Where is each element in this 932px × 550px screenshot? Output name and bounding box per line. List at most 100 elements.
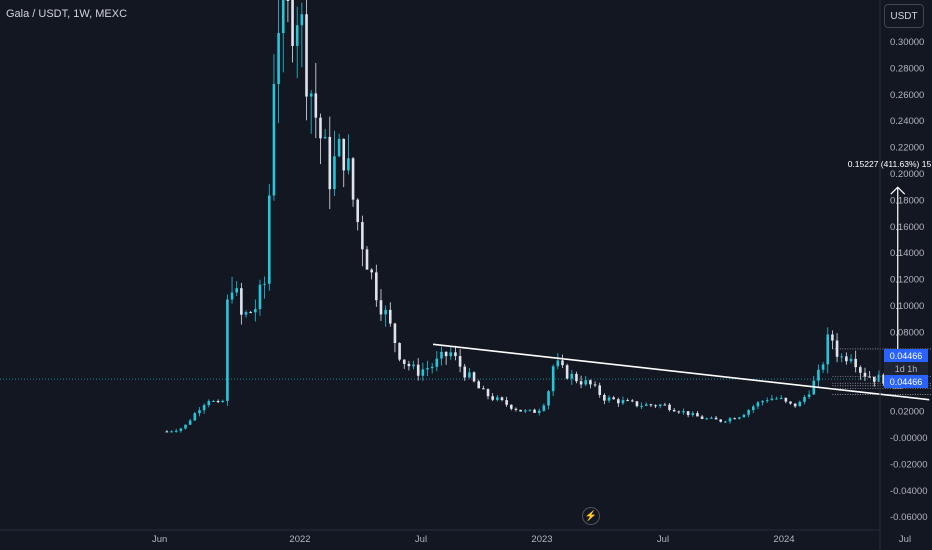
y-tick-label: 0.30000 <box>890 37 924 48</box>
candle-body <box>286 0 290 1</box>
candle-body <box>426 368 429 370</box>
candle-body <box>430 366 434 369</box>
candle-body <box>361 222 364 250</box>
candle-body <box>505 400 508 405</box>
candle-body <box>649 404 653 406</box>
measure-arrow-head[interactable] <box>890 186 906 195</box>
y-tick-label: 0.20000 <box>890 169 924 180</box>
trendline[interactable] <box>433 343 930 401</box>
candle-body <box>803 396 806 402</box>
measure-label: 0.15227 (411.63%) 15,227 <box>848 159 932 169</box>
candle-body <box>305 14 308 97</box>
candle-body <box>170 431 173 433</box>
x-tick-label: 2022 <box>289 534 310 545</box>
candle-body <box>398 342 401 360</box>
candle-body <box>235 288 239 293</box>
symbol-title: Gala / USDT, 1W, MEXC <box>6 8 128 20</box>
candle-body <box>728 418 732 422</box>
candle-body <box>300 14 304 26</box>
candle-body <box>477 381 481 389</box>
candle-body <box>365 249 369 270</box>
candle-body <box>603 394 606 401</box>
candle-body <box>770 398 774 401</box>
candle-body <box>626 400 629 402</box>
candle-body <box>458 356 462 367</box>
candle-body <box>412 364 415 367</box>
candle-body <box>765 400 769 402</box>
candle-body <box>663 404 667 406</box>
candle-body <box>696 413 699 417</box>
candle-body <box>421 369 425 376</box>
candle-body <box>756 402 760 407</box>
candle-body <box>775 398 778 400</box>
candle-body <box>272 83 276 196</box>
x-tick-label: Jul <box>415 534 427 545</box>
candle-body <box>221 400 225 403</box>
candle-body <box>644 404 648 406</box>
candle-body <box>188 420 192 425</box>
x-tick-label: Jul <box>657 534 669 545</box>
candle-body <box>710 417 713 419</box>
y-tick-label: -0.04000 <box>890 486 928 497</box>
candle-body <box>230 292 234 300</box>
candle-body <box>719 419 723 422</box>
currency-button[interactable]: USDT <box>884 4 924 28</box>
candle-body <box>854 358 857 368</box>
y-tick-label: 0.02000 <box>890 407 924 418</box>
candle-body <box>784 397 788 402</box>
candle-body <box>388 309 392 324</box>
candle-body <box>347 158 350 171</box>
candle-body <box>551 366 555 392</box>
candle-body <box>882 374 885 384</box>
candle-body <box>333 156 336 190</box>
candle-body <box>407 363 411 367</box>
candle-body <box>821 364 825 370</box>
candle-body <box>677 411 681 413</box>
candle-body <box>216 400 220 403</box>
candle-body <box>463 366 467 378</box>
candle-body <box>179 428 183 431</box>
candle-body <box>593 384 597 386</box>
y-tick-label: -0.02000 <box>890 459 928 470</box>
candle-body <box>291 0 294 46</box>
candle-body <box>598 385 602 395</box>
candle-body <box>537 410 541 413</box>
candle-body <box>682 411 685 413</box>
candle-body <box>575 373 578 382</box>
candle-body <box>174 430 178 432</box>
candle-body <box>449 352 453 357</box>
candle-body <box>807 394 811 397</box>
candle-body <box>393 323 397 343</box>
candle-body <box>859 367 862 373</box>
candle-body <box>486 389 490 397</box>
candle-body <box>798 401 802 407</box>
candle-body <box>496 397 499 400</box>
candle-body <box>500 397 504 401</box>
candle-body <box>672 409 676 412</box>
candle-body <box>751 406 755 411</box>
candle-body <box>207 401 211 406</box>
candle-body <box>472 372 476 382</box>
candle-body <box>267 195 271 284</box>
candle-body <box>640 405 643 407</box>
price-tag-bottom: 0.04466 <box>884 375 928 388</box>
candle-body <box>314 93 318 118</box>
candle-body <box>630 400 634 402</box>
candle-body <box>165 431 169 433</box>
candle-body <box>831 334 834 341</box>
candle-body <box>700 416 704 420</box>
price-tag-top: 0.04466 <box>884 349 928 362</box>
candle-body <box>654 405 657 407</box>
x-tick-label: 2024 <box>773 534 794 545</box>
candle-body <box>519 409 522 412</box>
lightning-icon[interactable]: ⚡ <box>582 507 600 525</box>
candle-body <box>254 309 257 313</box>
candle-body <box>277 33 280 84</box>
candle-body <box>542 405 546 411</box>
candle-body <box>533 409 536 413</box>
candle-body <box>258 284 262 310</box>
candle-body <box>482 388 485 390</box>
candle-body <box>523 410 527 412</box>
candle-body <box>607 397 611 401</box>
